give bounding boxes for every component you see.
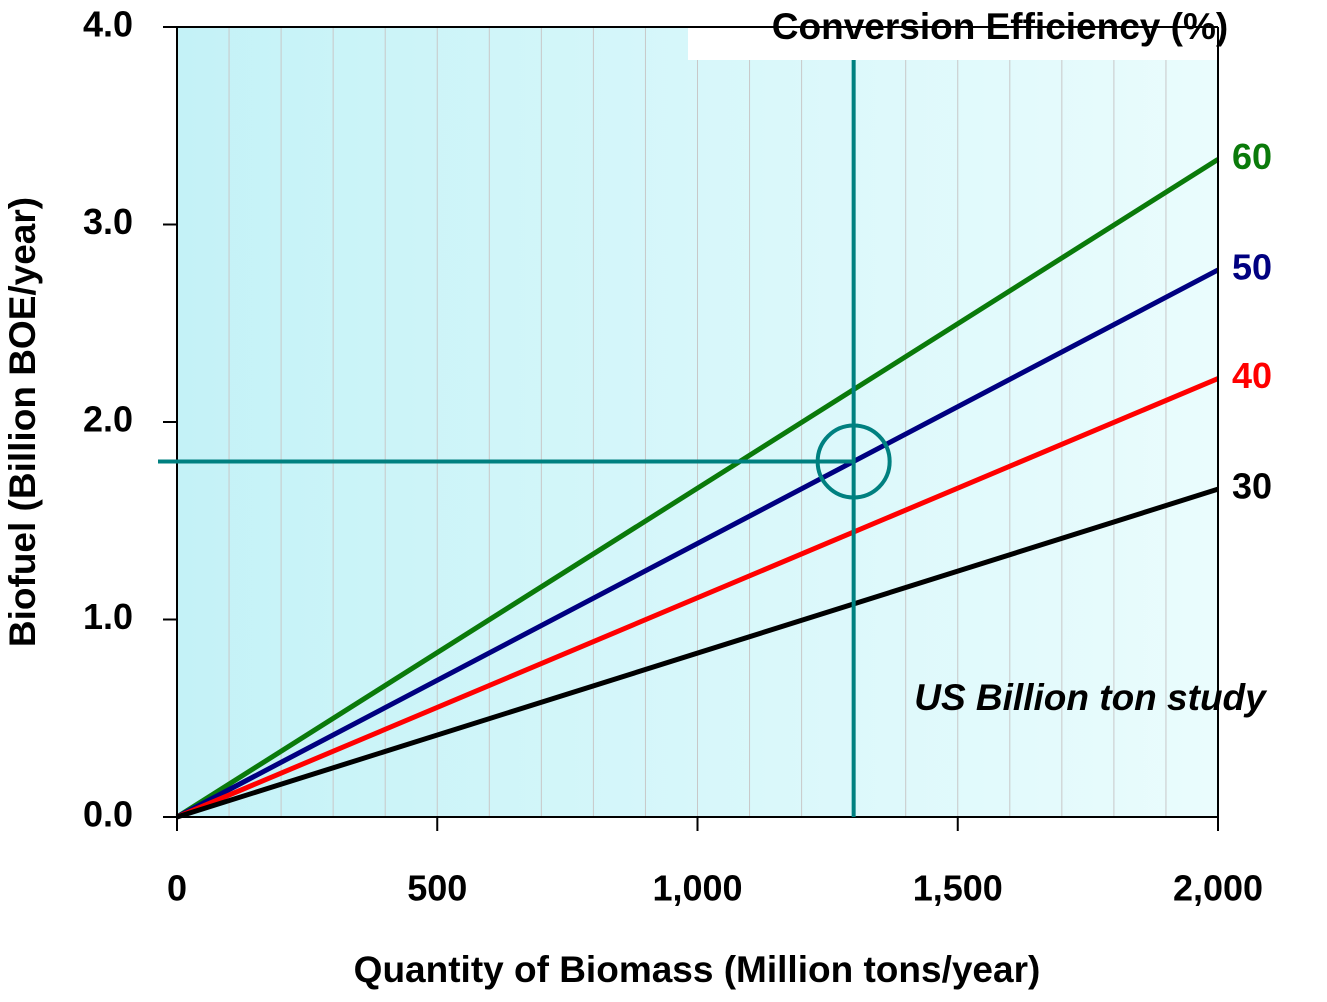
- y-tick-label: 3.0: [83, 201, 133, 242]
- legend-title-box: [688, 0, 1308, 60]
- series-line: [175, 267, 1220, 820]
- x-tick-label: 2,000: [1173, 868, 1263, 909]
- reference-circle: [815, 423, 892, 500]
- series-label: 50: [1232, 246, 1272, 287]
- series-line: [176, 486, 1219, 820]
- y-tick-label: 0.0: [83, 794, 133, 835]
- series-label: 30: [1232, 466, 1272, 507]
- y-axis-title: Biofuel (Billion BOE/year): [2, 197, 43, 647]
- series-label: 40: [1232, 355, 1272, 396]
- y-tick-label: 1.0: [83, 596, 133, 637]
- x-tick-label: 0: [167, 868, 187, 909]
- x-tick-label: 1,000: [652, 868, 742, 909]
- y-tick-label: 4.0: [83, 4, 133, 45]
- series-line: [175, 157, 1220, 820]
- x-axis-title: Quantity of Biomass (Million tons/year): [354, 949, 1041, 990]
- x-tick-label: 500: [407, 868, 467, 909]
- series-label: 60: [1232, 136, 1272, 177]
- annotation: US Billion ton study: [914, 677, 1268, 718]
- x-tick-label: 1,500: [913, 868, 1003, 909]
- y-tick-label: 2.0: [83, 399, 133, 440]
- series-line: [176, 376, 1219, 820]
